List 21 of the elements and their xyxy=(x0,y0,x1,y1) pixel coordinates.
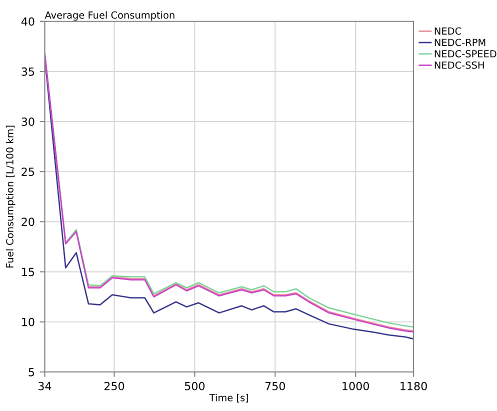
x-tick-label: 34 xyxy=(38,382,52,390)
legend-label: NEDC-SSH xyxy=(434,61,484,69)
legend-label: NEDC-SPEED xyxy=(434,50,496,58)
legend-label: NEDC-RPM xyxy=(434,38,486,46)
y-axis-title: Fuel Consumption [L/100 km] xyxy=(6,126,16,268)
legend-label: NEDC xyxy=(434,27,462,35)
x-tick-label: 750 xyxy=(265,382,285,390)
y-tick-label: 15 xyxy=(22,268,34,276)
x-tick-label: 250 xyxy=(104,382,124,390)
x-tick-label: 500 xyxy=(184,382,205,390)
y-tick-label: 20 xyxy=(22,218,34,226)
x-axis-title: Time [s] xyxy=(209,394,248,402)
x-tick-label: 1000 xyxy=(342,382,369,390)
y-tick-label: 5 xyxy=(28,368,34,376)
y-tick-label: 10 xyxy=(22,318,34,326)
y-tick-label: 30 xyxy=(22,118,34,126)
x-tick-label: 1180 xyxy=(400,382,427,390)
y-tick-label: 25 xyxy=(22,168,34,176)
chart-title: Average Fuel Consumption xyxy=(44,11,174,21)
y-tick-label: 40 xyxy=(21,17,34,26)
y-tick-label: 35 xyxy=(22,67,34,76)
